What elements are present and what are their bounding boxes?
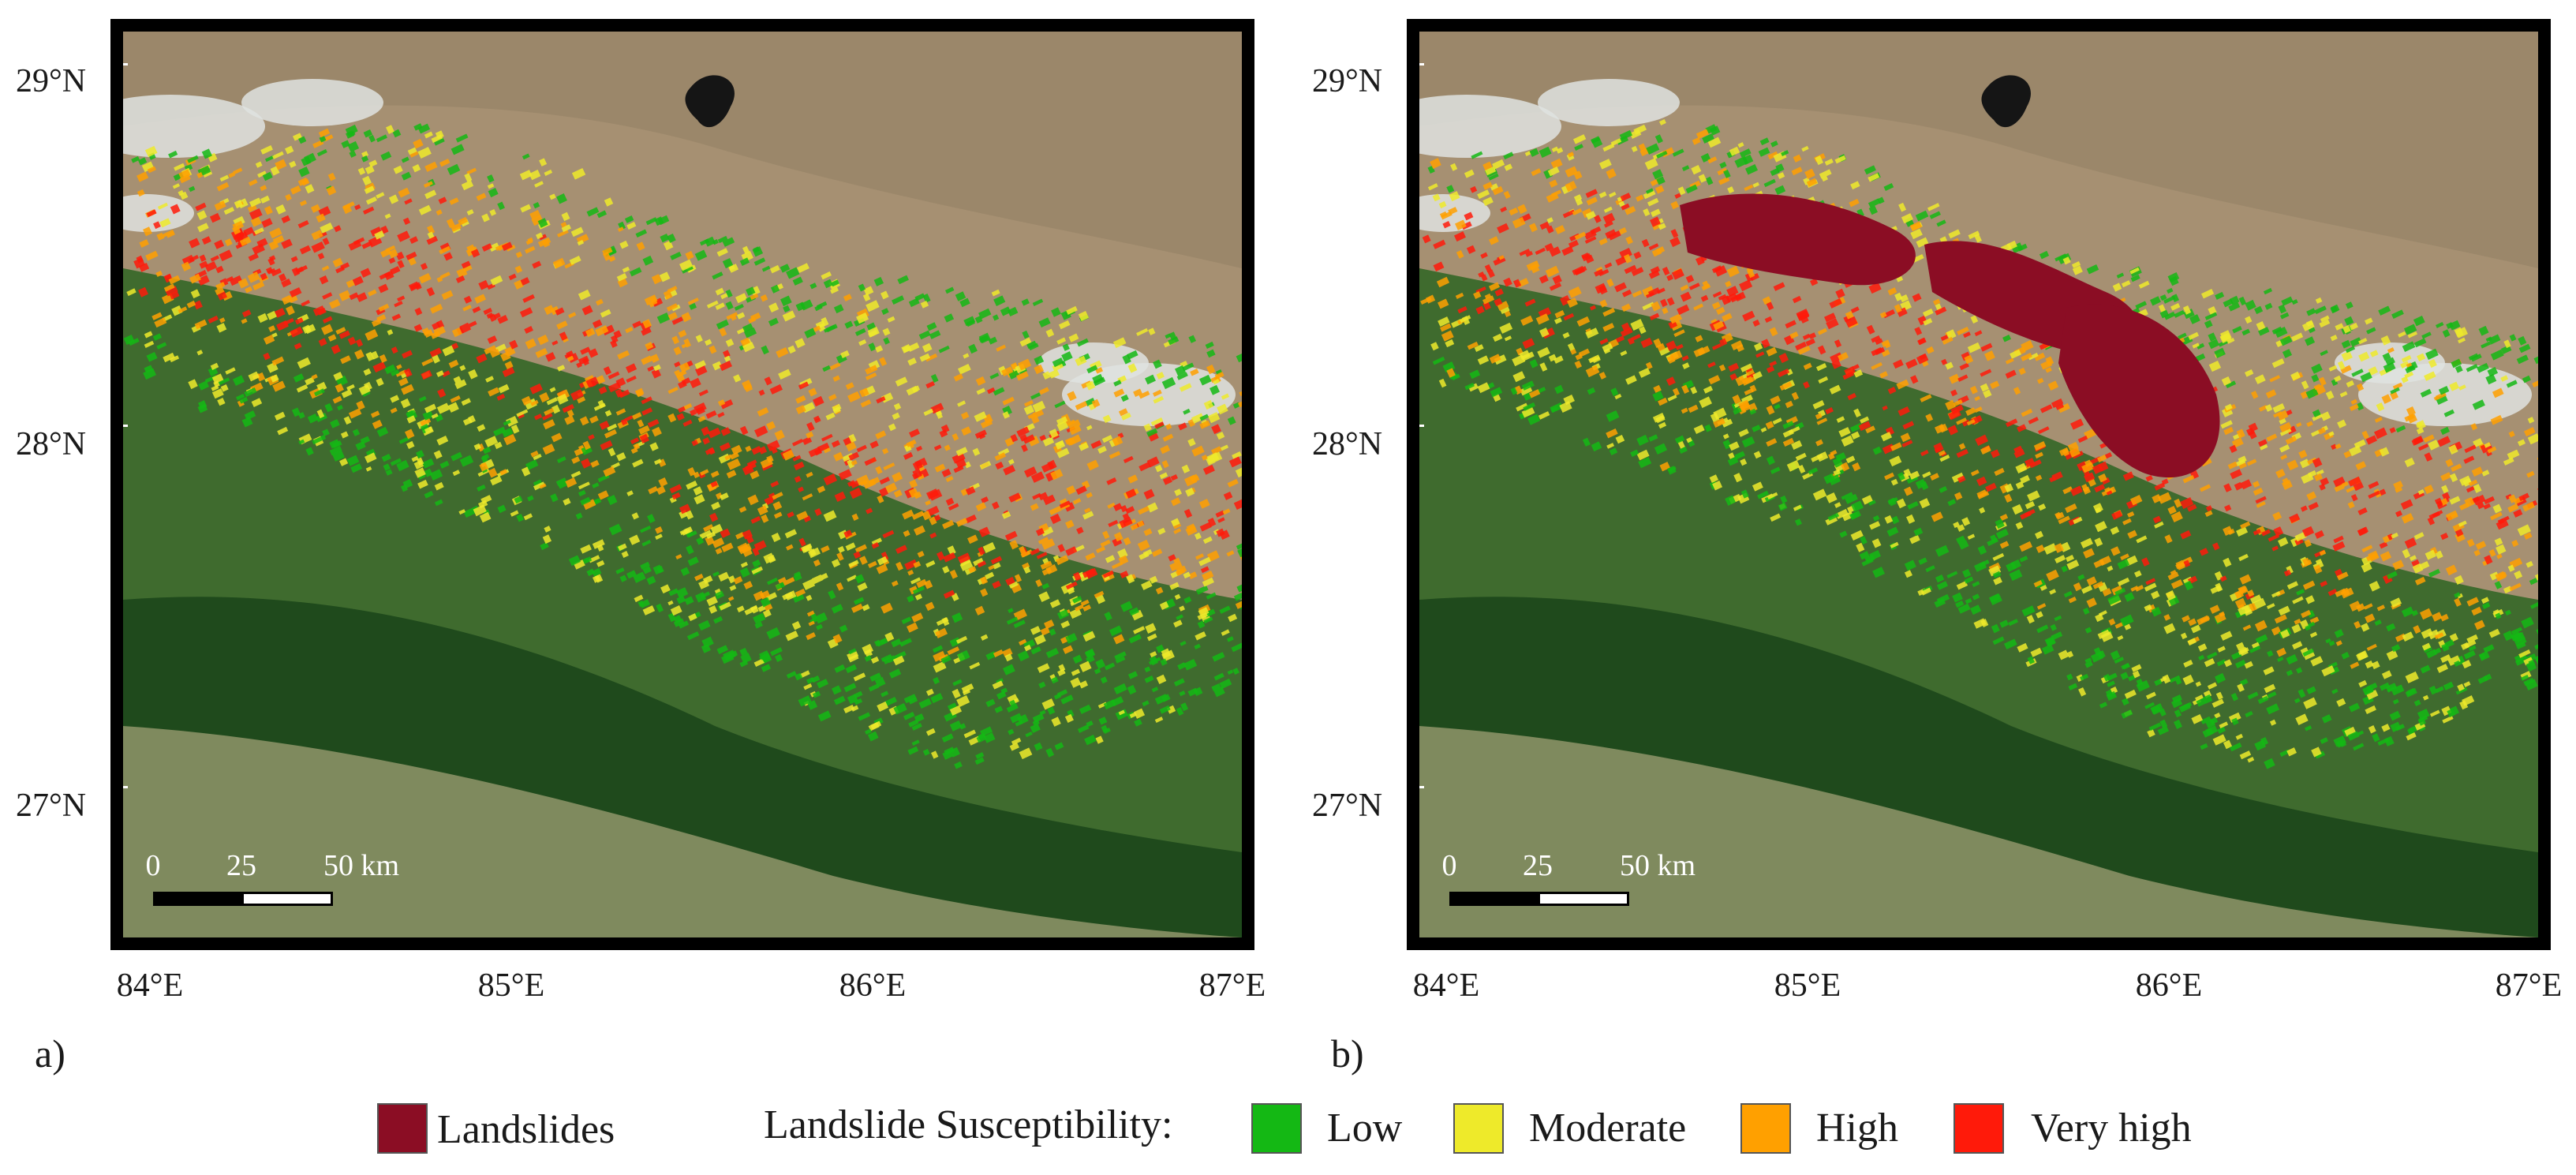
landslide-cluster	[1680, 193, 1916, 286]
susceptibility-layer	[123, 123, 1242, 769]
snow-patch	[1538, 79, 1680, 126]
terrain-tibet-plateau	[123, 32, 1242, 268]
legend-label-very-high: Very high	[2031, 1106, 2192, 1151]
terrain-terai-plain	[123, 726, 1242, 937]
lat-label-28n: 28°N	[16, 426, 87, 462]
landslide-cluster	[2058, 304, 2220, 478]
lon-label-85e: 85°E	[477, 967, 545, 1004]
snow-patch	[241, 79, 383, 126]
map-image-b	[1419, 32, 2538, 937]
lon-label-86e: 86°E	[2135, 967, 2203, 1004]
lat-label-27n: 27°N	[16, 788, 87, 824]
lon-label-87e: 87°E	[1198, 967, 1266, 1004]
lat-label-29n: 29°N	[16, 63, 87, 99]
scale-label-50: 50 km	[323, 849, 400, 882]
legend-swatch-landslides	[377, 1103, 428, 1154]
lon-label-85e: 85°E	[1774, 967, 1841, 1004]
scale-label-0: 0	[145, 849, 161, 882]
legend-label-landslides: Landslides	[437, 1107, 615, 1152]
scale-segment-white	[1538, 892, 1629, 906]
scale-label-25: 25	[1523, 849, 1553, 882]
lake	[685, 75, 735, 128]
landslides-layer	[1680, 193, 2220, 478]
scale-segment-black	[1449, 892, 1541, 906]
lon-label-84e: 84°E	[116, 967, 184, 1004]
terrain-terai-plain	[1419, 726, 2538, 937]
lon-label-87e: 87°E	[2495, 967, 2563, 1004]
scale-segment-black	[153, 892, 245, 906]
legend-label-moderate: Moderate	[1529, 1106, 1687, 1151]
legend: Landslides Landslide Susceptibility: Low…	[0, 1097, 2576, 1160]
legend-title-susceptibility: Landslide Susceptibility:	[764, 1102, 1173, 1147]
panel-letter-a: a)	[35, 1031, 65, 1076]
lat-label-29n: 29°N	[1312, 63, 1383, 99]
legend-swatch-moderate	[1453, 1103, 1504, 1154]
lon-label-86e: 86°E	[839, 967, 907, 1004]
map-image-a	[123, 32, 1242, 937]
scale-segment-white	[241, 892, 333, 906]
legend-swatch-low	[1251, 1103, 1302, 1154]
snow-patch	[123, 194, 194, 232]
legend-label-high: High	[1816, 1106, 1898, 1151]
snow-patch	[1038, 342, 1149, 384]
legend-swatch-high	[1740, 1103, 1791, 1154]
legend-swatch-very-high	[1953, 1103, 2004, 1154]
panel-letter-b: b)	[1331, 1031, 1364, 1076]
terrain-tibet-plateau	[1419, 32, 2538, 268]
scale-label-25: 25	[226, 849, 256, 882]
lat-label-27n: 27°N	[1312, 788, 1383, 824]
snow-patch	[1419, 95, 1561, 158]
legend-label-low: Low	[1327, 1106, 1403, 1151]
snow-patch	[123, 95, 265, 158]
graticule-ticks	[123, 63, 128, 788]
lake	[1981, 75, 2031, 128]
scale-label-0: 0	[1441, 849, 1457, 882]
graticule-ticks	[1419, 63, 1424, 788]
lon-label-84e: 84°E	[1412, 967, 1480, 1004]
snow-patch	[1419, 194, 1490, 232]
lat-label-28n: 28°N	[1312, 426, 1383, 462]
scale-label-50: 50 km	[1619, 849, 1696, 882]
